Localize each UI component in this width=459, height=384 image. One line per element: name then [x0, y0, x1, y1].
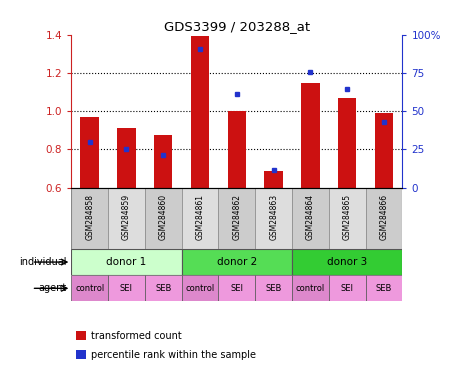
Text: SEB: SEB [265, 284, 281, 293]
Text: donor 1: donor 1 [106, 257, 146, 267]
Text: SEB: SEB [375, 284, 392, 293]
Bar [145, 188, 181, 249]
Bar [328, 275, 365, 301]
Text: agent: agent [39, 283, 67, 293]
Text: individual: individual [19, 257, 67, 267]
Bar [255, 275, 291, 301]
Bar [291, 275, 328, 301]
Text: SEB: SEB [155, 284, 171, 293]
Bar [181, 275, 218, 301]
Text: GSM284858: GSM284858 [85, 194, 94, 240]
Bar [264, 171, 282, 188]
Bar [145, 275, 181, 301]
Text: GSM284863: GSM284863 [269, 194, 278, 240]
Text: SEI: SEI [230, 284, 243, 293]
Text: donor 2: donor 2 [216, 257, 257, 267]
Bar [328, 188, 365, 249]
Text: GSM284865: GSM284865 [342, 194, 351, 240]
Bar [154, 135, 172, 188]
Bar [108, 188, 145, 249]
Text: donor 3: donor 3 [326, 257, 367, 267]
Text: SEI: SEI [340, 284, 353, 293]
Bar [71, 249, 181, 275]
Text: transformed count: transformed count [90, 331, 181, 341]
Title: GDS3399 / 203288_at: GDS3399 / 203288_at [163, 20, 309, 33]
Text: control: control [185, 284, 214, 293]
Text: control: control [75, 284, 104, 293]
Bar [365, 275, 402, 301]
Bar [337, 98, 356, 188]
Text: GSM284864: GSM284864 [305, 194, 314, 240]
Bar [365, 188, 402, 249]
Bar [181, 249, 291, 275]
Bar [291, 249, 402, 275]
Text: GSM284859: GSM284859 [122, 194, 131, 240]
Bar [227, 111, 246, 188]
Text: control: control [295, 284, 325, 293]
Bar [291, 188, 328, 249]
Bar [108, 275, 145, 301]
Text: GSM284866: GSM284866 [379, 194, 388, 240]
Text: GSM284860: GSM284860 [158, 194, 168, 240]
Bar [190, 35, 209, 188]
Bar [218, 275, 255, 301]
Bar [301, 83, 319, 188]
Text: GSM284861: GSM284861 [195, 194, 204, 240]
Bar [374, 113, 392, 188]
Text: GSM284862: GSM284862 [232, 194, 241, 240]
Bar [218, 188, 255, 249]
Bar [80, 117, 99, 188]
Bar [255, 188, 291, 249]
Bar [181, 188, 218, 249]
Text: SEI: SEI [120, 284, 133, 293]
Bar [71, 275, 108, 301]
Bar [71, 188, 108, 249]
Text: percentile rank within the sample: percentile rank within the sample [90, 350, 255, 360]
Bar [117, 128, 135, 188]
